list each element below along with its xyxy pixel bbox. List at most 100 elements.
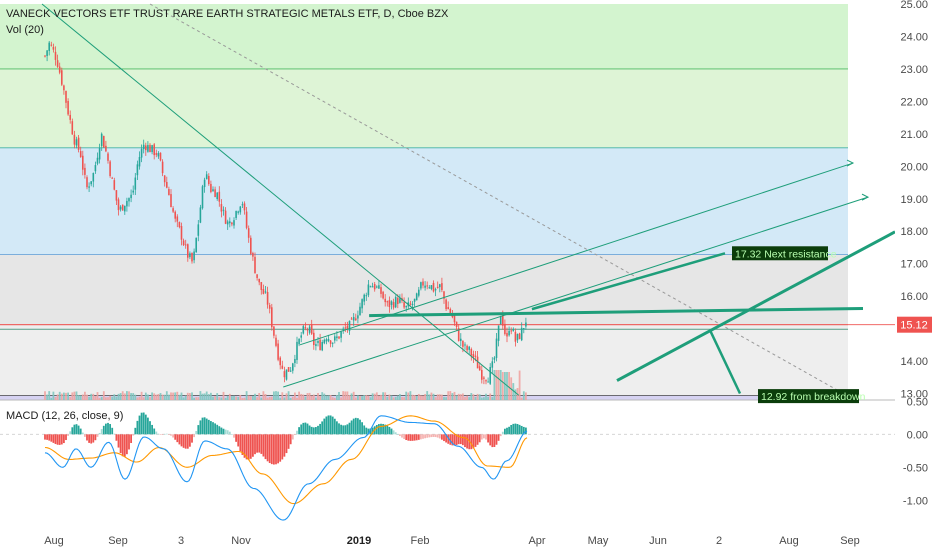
macd-hist-227 <box>520 425 523 435</box>
candle-body-166 <box>392 302 395 308</box>
macd-hist-6 <box>56 434 59 445</box>
candle-body-168 <box>397 297 399 304</box>
volume-bar-116 <box>287 391 290 400</box>
channel-lower-line <box>283 196 869 388</box>
candle-body-145 <box>348 320 351 332</box>
macd-hist-139 <box>336 421 338 435</box>
macd-hist-50 <box>149 421 151 435</box>
macd-hist-164 <box>388 426 391 435</box>
macd-hist-124 <box>304 422 307 435</box>
volume-bar-191 <box>445 397 447 400</box>
volume-bar-87 <box>226 395 229 400</box>
candle-body-189 <box>441 283 443 291</box>
volume-bar-11 <box>67 392 69 400</box>
candle-body-104 <box>262 289 265 294</box>
candle-body-179 <box>420 282 422 289</box>
volume-bar-70 <box>191 392 193 400</box>
volume-bar-98 <box>249 396 252 400</box>
volume-bar-136 <box>329 395 332 400</box>
volume-bar-180 <box>422 395 424 400</box>
time-tick-4: 2019 <box>347 535 371 547</box>
volume-bar-18 <box>81 394 84 400</box>
volume-bar-195 <box>453 391 456 400</box>
volume-bar-142 <box>342 391 345 400</box>
macd-hist-12 <box>69 431 72 435</box>
macd-hist-78 <box>207 419 210 435</box>
macd-hist-35 <box>117 434 120 448</box>
dashed-downtrend-line <box>149 3 849 397</box>
macd-hist-15 <box>75 424 78 435</box>
volume-bar-150 <box>359 396 361 400</box>
volume-bar-33 <box>113 394 116 400</box>
candle-body-21 <box>88 186 90 188</box>
macd-hist-103 <box>260 434 263 454</box>
volume-bar-192 <box>447 391 450 400</box>
macd-hist-135 <box>327 415 330 435</box>
candle-body-185 <box>432 282 435 292</box>
candle-body-193 <box>449 308 452 314</box>
candle-body-15 <box>75 139 78 146</box>
candle-body-26 <box>98 147 101 160</box>
macd-hist-146 <box>350 420 353 435</box>
volume-bar-26 <box>98 397 101 400</box>
volume-bar-17 <box>79 395 82 400</box>
volume-bar-194 <box>451 393 454 400</box>
candle-body-117 <box>289 370 292 372</box>
macd-hist-119 <box>294 434 296 435</box>
macd-hist-37 <box>121 434 124 457</box>
volume-bar-80 <box>212 396 214 400</box>
volume-bar-90 <box>233 395 235 400</box>
macd-hist-196 <box>455 434 458 446</box>
candle-body-146 <box>350 318 353 320</box>
candle-body-180 <box>422 281 424 286</box>
macd-hist-198 <box>459 434 462 445</box>
macd-hist-104 <box>262 434 265 457</box>
macd-hist-11 <box>67 434 69 436</box>
volume-bar-25 <box>96 392 99 400</box>
candle-body-8 <box>61 70 63 85</box>
time-tick-6: Apr <box>528 535 545 547</box>
candle-body-131 <box>319 339 321 351</box>
macd-hist-177 <box>415 434 418 441</box>
candle-body-190 <box>443 291 445 299</box>
volume-bar-39 <box>126 391 128 400</box>
macd-hist-82 <box>216 424 219 435</box>
volume-bar-63 <box>176 391 179 400</box>
macd-hist-151 <box>361 422 363 435</box>
volume-bar-146 <box>350 393 353 400</box>
volume-bar-30 <box>107 397 109 400</box>
candle-body-165 <box>390 301 393 305</box>
macd-hist-55 <box>159 434 162 435</box>
price-axis: 25.00 24.00 23.00 22.00 21.00 20.00 19.00 18.00… <box>895 0 932 550</box>
volume-bar-213 <box>491 397 494 400</box>
candle-body-77 <box>205 174 208 180</box>
volume-bar-183 <box>428 394 431 400</box>
candle-body-159 <box>378 285 380 289</box>
volume-bar-117 <box>289 397 292 400</box>
candle-body-74 <box>199 207 202 223</box>
candle-body-125 <box>306 329 309 331</box>
candle-body-171 <box>403 302 405 308</box>
candle-body-41 <box>130 194 132 199</box>
long-downtrend-line <box>41 3 519 396</box>
macd-hist-93 <box>239 434 242 452</box>
volume-bar-205 <box>474 396 477 400</box>
macd-hist-52 <box>153 428 156 435</box>
candle-body-73 <box>197 224 200 236</box>
price-tick-1: 24.00 <box>900 31 928 43</box>
time-tick-8: Jun <box>649 535 667 547</box>
volume-bar-105 <box>264 394 267 400</box>
macd-hist-60 <box>170 434 172 436</box>
macd-hist-8 <box>60 434 63 445</box>
macd-hist-187 <box>436 434 439 438</box>
volume-bar-182 <box>426 391 429 400</box>
candle-body-188 <box>439 284 441 288</box>
macd-hist-220 <box>506 427 508 435</box>
macd-hist-172 <box>405 434 408 441</box>
volume-bar-50 <box>149 397 151 400</box>
candle-body-62 <box>174 211 176 219</box>
macd-hist-150 <box>359 419 361 435</box>
volume-bar-160 <box>380 394 382 400</box>
candle-body-151 <box>361 299 363 309</box>
candle-body-208 <box>481 369 483 380</box>
